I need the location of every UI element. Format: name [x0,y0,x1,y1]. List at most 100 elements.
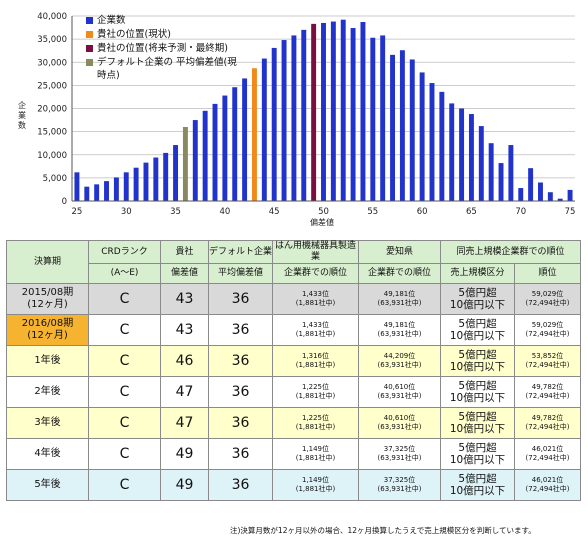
header-prefecture-sub: 企業群での順位 [358,263,441,284]
industry-total: (1,881社中) [295,423,336,431]
cell-crd: C [88,376,161,408]
prefecture-rank: 49,181位 [383,321,416,329]
period-label: 5年後 [34,479,61,490]
y-tick-label: 35,000 [37,35,67,45]
prefecture-total: (63,931社中) [377,392,422,400]
legend-item-forecast: 貴社の位置(将来予測・最終期) [86,42,237,55]
legend-swatch-current [86,31,93,38]
x-axis-ticks: 25 30 35 40 45 50 55 60 65 70 75 [72,207,576,217]
sales-band-lower: 5億円超 [458,442,497,454]
cell-period: 5年後 [6,469,89,501]
legend-label-current: 貴社の位置(現状) [97,29,171,40]
cell-default-average: 36 [208,469,273,501]
sales-band-lower: 5億円超 [458,411,497,423]
scale-total: (72,494社中) [525,361,570,369]
cell-period: 2015/08期 (12ヶ月) [6,283,89,315]
cell-default-average: 36 [208,438,273,470]
y-axis-label: 企業数 [18,100,26,130]
table-row: 1年後 C 46 36 1,316位 (1,881社中) 44,209位 (63,931社中)… [6,345,582,377]
industry-rank: 1,433位 [301,321,330,329]
period-label: 2年後 [34,386,61,397]
bar-64 [459,108,465,201]
bar-61 [429,83,435,201]
x-tick-label: 70 [515,207,526,217]
scale-rank: 59,029位 [531,290,564,298]
y-tick-label: 10,000 [37,151,67,161]
cell-score: 43 [160,314,209,346]
header-rank: 順位 [513,263,582,284]
sales-band-upper: 10億円以下 [449,485,506,497]
bar-41 [232,87,238,201]
x-tick-label: 45 [269,207,280,217]
bar-25 [74,172,80,201]
sales-band-upper: 10億円以下 [449,423,506,435]
legend-label-forecast: 貴社の位置(将来予測・最終期) [97,43,228,54]
cell-industry-rank: 1,433位 (1,881社中) [272,283,359,315]
bar-30 [123,172,129,201]
cell-default-average: 36 [208,407,273,439]
cell-scale-rank: 59,029位 (72,494社中) [513,283,582,315]
cell-sales-band: 5億円超 10億円以下 [440,283,515,315]
x-tick-label: 25 [72,207,83,217]
bar-27 [94,184,100,201]
y-tick-label: 15,000 [37,128,67,138]
bar-45 [271,47,277,201]
y-axis-label-char: 数 [18,120,26,130]
cell-sales-band: 5億円超 10億円以下 [440,407,515,439]
period-months: (12ヶ月) [27,299,68,310]
industry-total: (1,881社中) [295,454,336,462]
legend-swatch-companies [86,17,93,24]
bar-63 [449,103,455,201]
header-same-scale: 同売上規模企業群での順位 [439,240,582,264]
y-tick-label: 20,000 [37,105,67,115]
cell-scale-rank: 49,782位 (72,494社中) [513,407,582,439]
industry-total: (1,881社中) [295,361,336,369]
distribution-chart: 0 5,000 10,000 15,000 20,000 25,000 30,000 35,0… [18,12,576,227]
table-row: 2015/08期 (12ヶ月) C 43 36 1,433位 (1,881社中) 49,181… [6,283,582,315]
sales-band-lower: 5億円超 [458,287,497,299]
cell-prefecture-rank: 37,325位 (63,931社中) [358,438,441,470]
legend-item-companies: 企業数 [86,14,237,27]
sales-band-upper: 10億円以下 [449,454,506,466]
cell-sales-band: 5億円超 10億円以下 [440,314,515,346]
cell-industry-rank: 1,225位 (1,881社中) [272,407,359,439]
table-row: 2016/08期 (12ヶ月) C 43 36 1,433位 (1,881社中) 49,181… [6,314,582,346]
y-tick-label: 5,000 [43,174,67,184]
bar-32 [143,162,149,201]
cell-score: 47 [160,407,209,439]
bar-44 [261,58,267,201]
bar-67 [488,143,494,201]
scale-rank: 59,029位 [531,321,564,329]
cell-score: 43 [160,283,209,315]
scale-total: (72,494社中) [525,330,570,338]
period-label: 1年後 [34,355,61,366]
cell-prefecture-rank: 40,610位 (63,931社中) [358,407,441,439]
cell-sales-band: 5億円超 10億円以下 [440,345,515,377]
cell-prefecture-rank: 44,209位 (63,931社中) [358,345,441,377]
bar-56 [380,35,386,201]
bar-33 [153,157,159,201]
industry-rank: 1,225位 [301,383,330,391]
bar-75 [567,189,573,201]
bar-65 [468,114,474,201]
bar-72 [538,182,543,201]
cell-prefecture-rank: 40,610位 (63,931社中) [358,376,441,408]
bar-48 [301,29,307,201]
bar-74 [557,198,563,201]
cell-period: 1年後 [6,345,89,377]
y-tick-label: 25,000 [37,81,67,91]
bar-59 [409,59,415,201]
cell-prefecture-rank: 37,325位 (63,931社中) [358,469,441,501]
scale-rank: 49,782位 [531,414,564,422]
legend-label-default-average: デフォルト企業の 平均偏差値(現時点) [97,57,237,81]
prefecture-rank: 44,209位 [383,352,416,360]
ranking-table-body: 2015/08期 (12ヶ月) C 43 36 1,433位 (1,881社中) 49,181… [6,283,582,501]
bar-42 [242,78,248,201]
x-tick-label: 75 [565,207,576,217]
y-axis-label-char: 業 [18,110,26,120]
scale-total: (72,494社中) [525,454,570,462]
y-tick-label: 40,000 [37,12,67,22]
cell-crd: C [88,314,161,346]
scale-rank: 46,021位 [531,445,564,453]
header-industry-sub: 企業群での順位 [272,263,359,284]
